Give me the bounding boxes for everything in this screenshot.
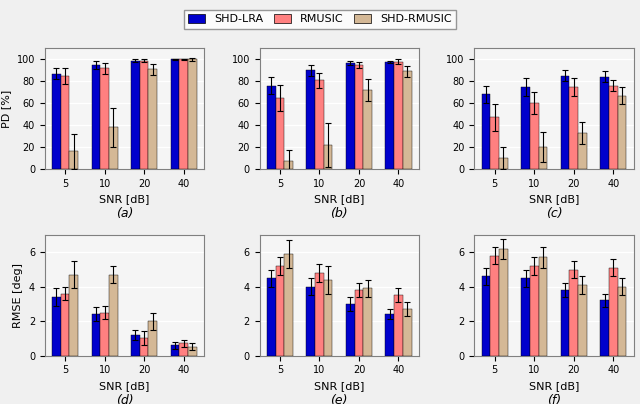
Y-axis label: PD [%]: PD [%] [1, 90, 11, 128]
Bar [188, 59, 196, 169]
Bar [490, 256, 499, 356]
Bar [109, 275, 118, 356]
Bar [69, 275, 78, 356]
Bar [539, 147, 547, 169]
Bar [600, 77, 609, 169]
Bar [364, 288, 372, 356]
Bar [284, 254, 293, 356]
Bar [315, 273, 324, 356]
Bar [307, 70, 315, 169]
Bar [92, 314, 100, 356]
Text: (c): (c) [546, 207, 563, 221]
Bar [618, 287, 627, 356]
X-axis label: SNR [dB]: SNR [dB] [529, 381, 579, 391]
X-axis label: SNR [dB]: SNR [dB] [314, 381, 364, 391]
Bar [100, 313, 109, 356]
Bar [530, 266, 539, 356]
Bar [403, 309, 412, 356]
Bar [315, 80, 324, 169]
Bar [307, 287, 315, 356]
Bar [618, 96, 627, 169]
Bar [600, 301, 609, 356]
Text: (d): (d) [116, 394, 133, 404]
Bar [490, 118, 499, 169]
Bar [92, 65, 100, 169]
Bar [61, 294, 69, 356]
Bar [346, 63, 355, 169]
Bar [609, 268, 618, 356]
Bar [148, 321, 157, 356]
Bar [179, 59, 188, 169]
Legend: SHD-LRA, RMUSIC, SHD-RMUSIC: SHD-LRA, RMUSIC, SHD-RMUSIC [184, 10, 456, 29]
Bar [346, 304, 355, 356]
Bar [385, 62, 394, 169]
Bar [52, 74, 61, 169]
Bar [324, 280, 333, 356]
Bar [140, 338, 148, 356]
Bar [394, 295, 403, 356]
Bar [530, 103, 539, 169]
Y-axis label: RMSE [deg]: RMSE [deg] [13, 263, 23, 328]
Bar [171, 59, 179, 169]
Bar [561, 290, 570, 356]
Bar [394, 62, 403, 169]
Bar [578, 133, 587, 169]
Bar [482, 276, 490, 356]
Bar [267, 86, 276, 169]
Bar [100, 68, 109, 169]
Bar [69, 152, 78, 169]
Bar [561, 76, 570, 169]
Bar [52, 297, 61, 356]
Bar [364, 90, 372, 169]
Bar [267, 278, 276, 356]
X-axis label: SNR [dB]: SNR [dB] [99, 381, 150, 391]
Bar [403, 72, 412, 169]
Bar [609, 86, 618, 169]
Bar [570, 87, 578, 169]
Bar [140, 61, 148, 169]
Bar [521, 278, 530, 356]
Bar [521, 87, 530, 169]
Bar [276, 266, 284, 356]
Text: (a): (a) [116, 207, 133, 221]
Bar [276, 98, 284, 169]
Bar [578, 285, 587, 356]
Bar [385, 314, 394, 356]
Bar [131, 61, 140, 169]
Bar [324, 145, 333, 169]
Bar [355, 65, 364, 169]
Bar [148, 69, 157, 169]
Bar [109, 127, 118, 169]
Bar [570, 269, 578, 356]
Bar [355, 290, 364, 356]
Bar [171, 345, 179, 356]
Bar [499, 249, 508, 356]
X-axis label: SNR [dB]: SNR [dB] [529, 194, 579, 204]
Bar [131, 335, 140, 356]
Bar [179, 343, 188, 356]
X-axis label: SNR [dB]: SNR [dB] [314, 194, 364, 204]
Text: (b): (b) [330, 207, 348, 221]
Text: (e): (e) [330, 394, 348, 404]
X-axis label: SNR [dB]: SNR [dB] [99, 194, 150, 204]
Bar [188, 347, 196, 356]
Bar [482, 95, 490, 169]
Bar [499, 158, 508, 169]
Bar [539, 257, 547, 356]
Text: (f): (f) [547, 394, 561, 404]
Bar [61, 76, 69, 169]
Bar [284, 161, 293, 169]
